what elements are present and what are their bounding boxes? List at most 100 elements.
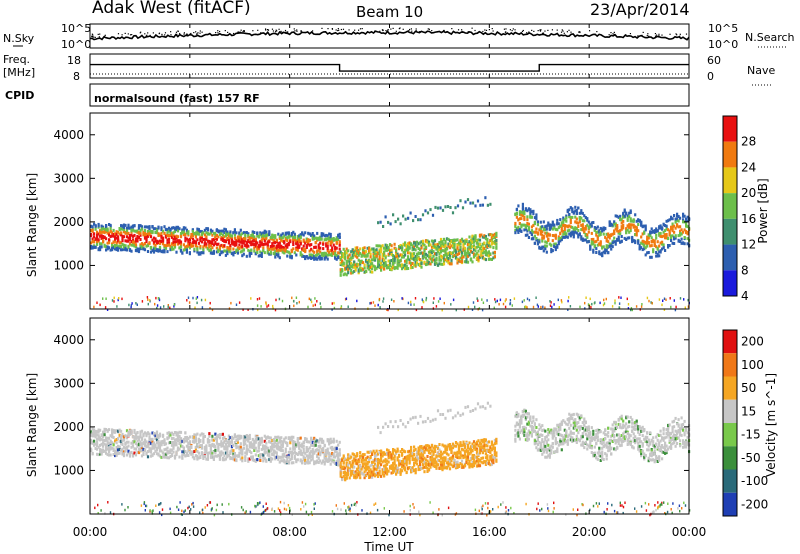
range-gate-cell [569,221,572,225]
range-gate-cell [280,459,283,463]
range-gate-cell [613,222,616,226]
range-gate-cell [208,239,211,243]
range-gate-cell [108,231,111,235]
range-gate-cell [474,236,477,240]
range-gate-cell [421,243,425,247]
range-gate-cell [175,234,178,238]
range-gate-cell [167,431,171,435]
range-gate-cell [460,250,464,254]
range-gate-cell [404,250,407,254]
range-gate-cell [556,245,559,249]
range-gate-cell [551,234,554,237]
range-gate-cell [272,304,274,308]
range-gate-cell [610,233,613,237]
range-gate-cell [495,245,498,249]
range-gate-cell [439,206,442,210]
range-gate-cell [551,239,554,243]
range-gate-cell [468,245,471,249]
range-gate-cell [629,209,632,213]
range-gate-cell [250,240,253,244]
range-gate-cell [251,239,254,243]
noise-search-point [195,31,197,33]
range-gate-cell [211,454,214,458]
range-gate-cell [124,442,127,446]
range-gate-cell [91,431,94,435]
range-gate-cell [96,443,99,447]
range-gate-cell [626,214,629,218]
range-gate-cell [469,249,473,253]
range-gate-cell [212,231,215,235]
range-gate-cell [419,262,422,266]
range-gate-cell [218,433,221,436]
range-gate-cell [325,242,328,246]
range-gate-cell [450,303,452,306]
range-gate-cell [155,296,157,300]
range-gate-cell [471,260,474,264]
noise-search-point [335,29,337,31]
range-gate-cell [272,234,275,238]
range-gate-cell [659,234,662,238]
range-gate-cell [121,443,124,446]
range-gate-cell [421,251,425,255]
range-gate-cell [105,245,108,249]
range-gate-cell [646,239,649,243]
range-gate-cell [369,302,371,305]
range-gate-cell [164,246,168,250]
range-gate-cell [540,305,542,309]
range-gate-cell [154,243,157,247]
range-gate-cell [218,229,221,233]
range-gate-cell [472,255,476,259]
range-gate-cell [136,239,139,243]
range-gate-cell [622,226,625,230]
range-gate-cell [432,250,435,254]
range-gate-cell [680,232,683,236]
range-gate-cell [313,237,316,241]
range-gate-cell [227,247,230,251]
cpid-ylabel: CPID [5,89,34,102]
range-gate-cell [667,228,670,232]
range-gate-cell [617,215,620,219]
range-gate-cell [295,443,298,447]
noise-search-point [521,30,524,32]
range-gate-cell [384,254,387,258]
range-gate-cell [380,247,383,251]
range-gate-cell [259,442,262,446]
range-gate-cell [274,255,277,259]
range-gate-cell [354,268,357,272]
range-gate-cell [374,304,376,307]
range-gate-cell [335,257,338,261]
range-gate-cell [325,252,328,256]
range-gate-cell [157,444,160,447]
range-gate-cell [435,256,438,260]
range-gate-cell [182,243,185,247]
range-gate-cell [146,234,150,238]
range-gate-cell [122,247,126,251]
range-gate-cell [102,448,105,452]
range-gate-cell [254,453,257,457]
range-gate-cell [325,448,328,452]
range-gate-cell [100,245,103,249]
range-gate-cell [233,228,236,232]
range-gate-cell [173,230,177,234]
range-gate-cell [596,235,599,239]
range-gate-cell [396,254,399,258]
range-gate-cell [187,232,190,235]
range-gate-cell [133,224,136,228]
range-gate-cell [607,244,610,248]
range-gate-cell [438,241,441,245]
range-gate-cell [483,257,486,261]
range-gate-cell [266,446,269,450]
range-gate-cell [549,304,552,307]
range-gate-cell [439,262,443,266]
range-gate-cell [226,450,229,454]
range-gate-cell [120,429,123,433]
range-gate-cell [514,221,517,225]
range-gate-cell [106,444,109,448]
range-gate-cell [217,442,220,446]
range-gate-cell [338,240,341,244]
range-gate-cell [248,240,251,244]
range-gate-cell [127,226,130,230]
range-gate-cell [289,447,292,451]
range-gate-cell [515,215,518,219]
range-gate-cell [683,242,686,246]
